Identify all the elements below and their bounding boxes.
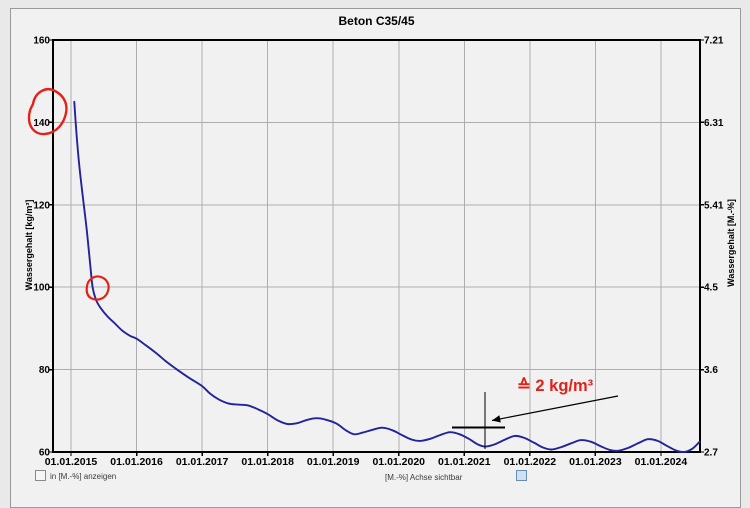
annotation-arrowhead bbox=[492, 415, 501, 423]
x-axis-tick-label: 01.01.2019 bbox=[307, 456, 360, 468]
y-axis-left-tick-label: 100 bbox=[33, 283, 50, 294]
display-unit-checkbox[interactable] bbox=[35, 470, 46, 481]
y-axis-left-title: Wassergehalt [kg/m³] bbox=[24, 199, 34, 291]
display-unit-checkbox-label: in [M.-%] anzeigen bbox=[50, 472, 117, 481]
y-axis-right-tick-label: 5.41 bbox=[704, 200, 724, 211]
y-axis-right-tick-label: 4.5 bbox=[704, 283, 718, 294]
y-axis-right-tick-label: 6.31 bbox=[704, 118, 724, 129]
x-axis-tick-label: 01.01.2022 bbox=[504, 456, 557, 468]
x-axis-tick-label: 01.01.2023 bbox=[569, 456, 622, 468]
y-axis-left-tick-label: 80 bbox=[39, 365, 51, 376]
axis-visible-checkbox-label: [M.-%] Achse sichtbar bbox=[385, 473, 463, 482]
x-axis-tick-label: 01.01.2021 bbox=[438, 456, 491, 468]
x-axis-tick-label: 01.01.2015 bbox=[45, 456, 98, 468]
y-axis-right-tick-label: 7.21 bbox=[704, 36, 724, 47]
red-circle-start-value bbox=[27, 88, 68, 136]
water-content-curve bbox=[73, 100, 701, 454]
x-axis-tick-label: 01.01.2016 bbox=[110, 456, 163, 468]
chart-title: Beton C35/45 bbox=[338, 14, 415, 28]
y-axis-right-tick-label: 3.6 bbox=[704, 365, 718, 376]
annotation-arrow-line bbox=[491, 395, 619, 422]
plot-border bbox=[52, 39, 701, 453]
line-chart: 01.01.2015 01.01.2016 01.01.2017 01.01.2018… bbox=[27, 36, 724, 468]
x-axis-tick-label: 01.01.2020 bbox=[372, 456, 425, 468]
chart-panel bbox=[10, 8, 741, 508]
y-axis-right-title: Wassergehalt [M.-%] bbox=[726, 199, 736, 287]
y-axis-left-tick-label: 120 bbox=[33, 200, 50, 211]
axis-visible-checkbox[interactable] bbox=[516, 470, 527, 481]
x-axis-tick-label: 01.01.2024 bbox=[635, 456, 688, 468]
x-axis-tick-label: 01.01.2017 bbox=[176, 456, 229, 468]
y-axis-left-tick-label: 140 bbox=[33, 118, 50, 129]
red-circle-100-value bbox=[85, 275, 110, 301]
x-axis-tick-label: 01.01.2018 bbox=[241, 456, 294, 468]
y-axis-left-tick-label: 60 bbox=[39, 448, 51, 459]
y-axis-right-tick-label: 2.7 bbox=[704, 448, 718, 459]
measure-annotation-label: ≙ 2 kg/m³ bbox=[517, 376, 594, 395]
y-axis-left-tick-label: 160 bbox=[33, 36, 50, 47]
